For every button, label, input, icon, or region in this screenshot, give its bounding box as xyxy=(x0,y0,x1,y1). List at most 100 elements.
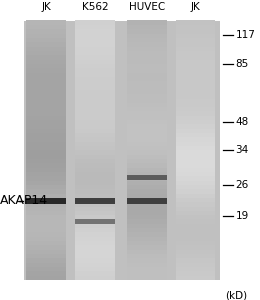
Bar xyxy=(75,267,115,271)
Bar xyxy=(176,236,216,241)
Bar xyxy=(75,120,115,124)
Bar xyxy=(176,64,216,68)
Bar xyxy=(26,198,66,204)
Bar xyxy=(176,85,216,90)
Bar xyxy=(127,128,167,133)
Bar xyxy=(26,211,66,215)
Bar xyxy=(127,107,167,112)
Bar xyxy=(127,245,167,250)
Bar xyxy=(75,51,115,55)
Bar xyxy=(26,124,66,129)
Bar xyxy=(127,167,167,172)
Bar xyxy=(176,193,216,198)
Bar xyxy=(26,85,66,90)
Bar xyxy=(75,184,115,189)
Bar xyxy=(75,76,115,81)
Bar xyxy=(127,172,167,176)
Bar xyxy=(75,94,115,98)
Bar xyxy=(75,64,115,68)
Bar xyxy=(127,137,167,142)
Bar xyxy=(176,262,216,267)
Bar xyxy=(127,184,167,189)
Bar xyxy=(127,211,167,215)
Bar xyxy=(176,94,216,98)
Bar xyxy=(75,107,115,112)
Bar xyxy=(26,137,66,142)
Bar xyxy=(176,275,216,280)
Bar xyxy=(176,141,216,146)
Bar xyxy=(75,241,115,245)
Bar xyxy=(75,116,115,120)
Bar xyxy=(176,198,216,202)
Bar xyxy=(176,232,216,237)
Bar xyxy=(26,128,66,133)
Bar xyxy=(26,76,66,81)
Bar xyxy=(127,176,167,181)
Bar xyxy=(127,163,167,168)
Bar xyxy=(75,141,115,146)
Bar xyxy=(75,189,115,194)
Bar xyxy=(176,116,216,120)
Bar xyxy=(176,25,216,29)
Bar xyxy=(26,224,66,228)
Bar xyxy=(127,116,167,120)
Bar xyxy=(75,163,115,168)
Bar xyxy=(127,55,167,60)
Bar xyxy=(127,215,167,220)
Bar xyxy=(75,72,115,77)
Bar xyxy=(75,20,115,25)
Bar xyxy=(75,103,115,107)
Bar xyxy=(176,215,216,220)
Bar xyxy=(176,167,216,172)
Bar xyxy=(127,198,167,202)
Bar xyxy=(75,59,115,64)
Bar xyxy=(176,159,216,163)
Bar xyxy=(127,228,167,232)
Bar xyxy=(26,176,66,181)
Text: 26: 26 xyxy=(235,180,249,190)
Bar xyxy=(26,206,66,211)
Text: 19: 19 xyxy=(235,212,249,221)
Bar xyxy=(176,55,216,60)
Bar xyxy=(176,180,216,185)
Bar xyxy=(127,85,167,90)
Bar xyxy=(176,72,216,77)
Bar xyxy=(26,90,66,94)
Bar xyxy=(75,198,115,202)
Bar xyxy=(26,150,66,155)
Bar xyxy=(176,103,216,107)
Bar xyxy=(127,42,167,47)
Bar xyxy=(176,29,216,34)
Bar xyxy=(26,25,66,29)
Bar xyxy=(75,180,115,185)
Bar xyxy=(127,219,167,224)
Bar xyxy=(127,38,167,42)
Bar xyxy=(75,25,115,29)
Bar xyxy=(127,120,167,124)
Bar xyxy=(26,184,66,189)
Bar xyxy=(24,21,220,280)
Bar xyxy=(75,29,115,34)
Bar xyxy=(127,94,167,98)
Bar xyxy=(127,236,167,241)
Bar xyxy=(127,64,167,68)
Bar xyxy=(26,133,66,137)
Bar xyxy=(75,245,115,250)
Bar xyxy=(75,262,115,267)
Bar xyxy=(75,128,115,133)
Bar xyxy=(75,202,115,206)
Bar xyxy=(176,128,216,133)
Text: HUVEC: HUVEC xyxy=(128,2,165,12)
Bar xyxy=(176,271,216,276)
Bar xyxy=(176,120,216,124)
Bar xyxy=(176,241,216,245)
Bar xyxy=(127,20,167,25)
Bar xyxy=(127,90,167,94)
Bar xyxy=(127,72,167,77)
Bar xyxy=(26,116,66,120)
Text: 48: 48 xyxy=(235,117,249,127)
Bar xyxy=(127,198,167,204)
Bar xyxy=(75,68,115,73)
Bar xyxy=(75,98,115,103)
Bar xyxy=(176,46,216,51)
